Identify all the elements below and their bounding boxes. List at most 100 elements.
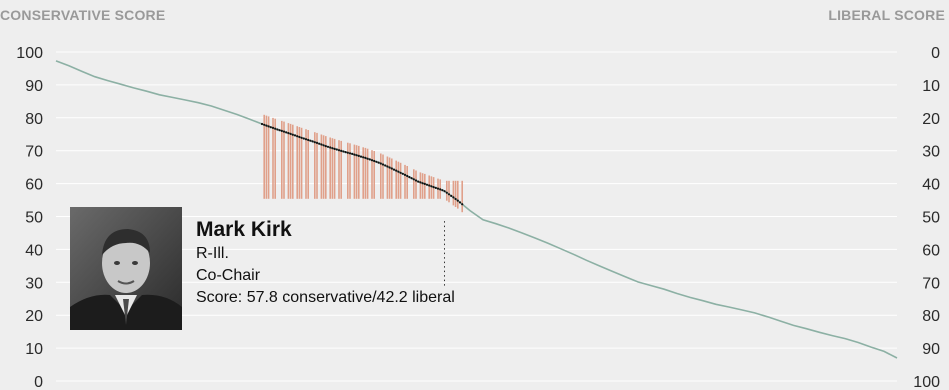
member-dot [355,154,358,157]
member-dot [425,183,429,186]
member-dot [370,159,374,162]
member-dot [271,126,275,129]
right-tick-label: 70 [922,275,940,292]
member-dot [342,150,345,153]
member-dot [265,124,268,127]
right-tick-label: 100 [913,374,940,390]
member-dot [434,186,437,189]
member-dot [456,199,459,202]
member-dot [390,167,393,170]
member-dot [293,134,297,137]
member-dot [439,188,442,191]
member-dot [298,135,301,139]
member-dot [278,129,281,132]
member-dot [445,191,448,194]
member-dot [377,161,380,164]
left-tick-label: 50 [25,210,43,227]
grid [56,51,897,382]
member-dot [320,143,323,146]
member-dot [322,144,325,147]
member-dot [280,129,283,132]
member-dot [443,190,446,193]
member-dot [450,194,453,197]
right-tick-label: 60 [922,242,940,259]
right-tick-label: 20 [922,111,940,128]
member-dot [353,153,356,156]
member-dot [335,148,338,151]
member-dot [302,137,305,140]
right-tick-label: 90 [922,341,940,358]
member-dot [359,155,363,158]
member-dot [373,159,376,163]
member-dot [263,123,266,126]
member-dot [260,122,264,126]
member-dot [351,152,354,155]
member-dot [362,156,365,159]
member-dots [260,122,464,206]
member-dot [441,189,444,192]
right-tick-label: 0 [931,45,940,62]
member-dot [461,203,464,206]
member-dot [430,185,433,188]
member-dot [447,193,451,196]
member-dot [408,176,411,179]
left-tick-label: 80 [25,111,43,128]
right-tick-label: 40 [922,177,940,194]
member-dot [291,133,294,136]
member-dot [333,147,336,150]
member-dot [348,152,352,155]
member-dot [414,179,418,182]
member-dot [403,173,407,176]
member-dot [368,158,371,161]
member-bars [263,114,464,213]
member-callout: Mark Kirk R-Ill. Co-Chair Score: 57.8 co… [70,207,540,331]
member-dot [366,157,369,160]
member-party-state: R-Ill. [196,245,229,262]
member-dot [285,131,288,134]
member-dot [289,132,292,135]
member-dot [423,182,426,185]
member-dot [357,154,360,157]
member-dot [331,147,334,150]
score-line [55,60,898,359]
member-dot [311,140,314,143]
member-dot [344,151,347,154]
member-dot [287,132,290,135]
left-tick-label: 0 [34,374,43,390]
member-dot [324,145,327,148]
member-dot [267,125,270,128]
left-tick-label: 20 [25,308,43,325]
member-dot [300,136,303,139]
member-dot [346,151,349,154]
member-dot [397,170,400,173]
left-tick-label: 40 [25,242,43,259]
right-tick-label: 30 [922,144,940,161]
left-tick-label: 100 [16,45,43,62]
portrait-photo [70,207,182,330]
member-dot [337,149,341,152]
member-dot [417,180,420,183]
member-dot [454,197,457,201]
member-dot [384,164,387,167]
left-tick-label: 90 [25,78,43,95]
left-axis-title: CONSERVATIVE SCORE [0,7,166,23]
member-dot [421,182,424,185]
member-role: Co-Chair [196,267,261,284]
right-tick-label: 10 [922,78,940,95]
right-ticks: 0 10 20 30 40 50 60 70 80 90 100 [913,45,940,390]
member-score: Score: 57.8 conservative/42.2 liberal [196,289,455,306]
right-tick-label: 50 [922,210,940,227]
member-dot [401,172,404,175]
member-dot [269,126,272,129]
member-dot [276,128,279,131]
member-dot [315,141,319,144]
member-dot [395,169,398,172]
member-dot [412,178,415,181]
member-dot [386,165,389,168]
member-dot [406,174,409,178]
member-dot [364,156,367,159]
member-dot [392,168,396,171]
member-dot [340,149,343,152]
